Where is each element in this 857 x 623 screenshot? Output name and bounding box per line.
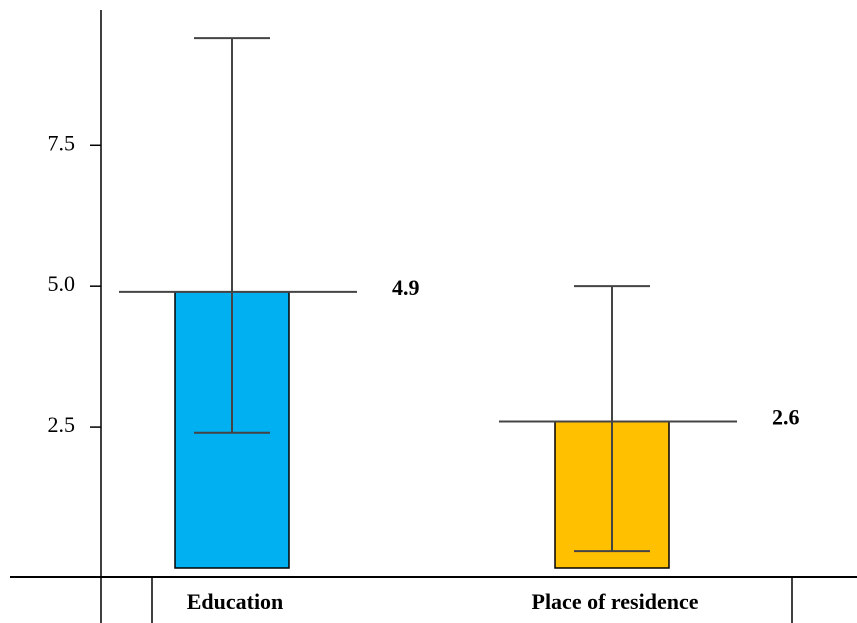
value-label: 2.6 bbox=[772, 405, 800, 430]
x-tick-label: Place of residence bbox=[532, 589, 699, 614]
y-tick-label: 5.0 bbox=[48, 271, 76, 296]
y-tick-label: 2.5 bbox=[48, 412, 76, 437]
y-tick-label: 7.5 bbox=[48, 130, 76, 155]
value-label: 4.9 bbox=[392, 275, 420, 300]
x-tick-label: Education bbox=[187, 589, 284, 614]
